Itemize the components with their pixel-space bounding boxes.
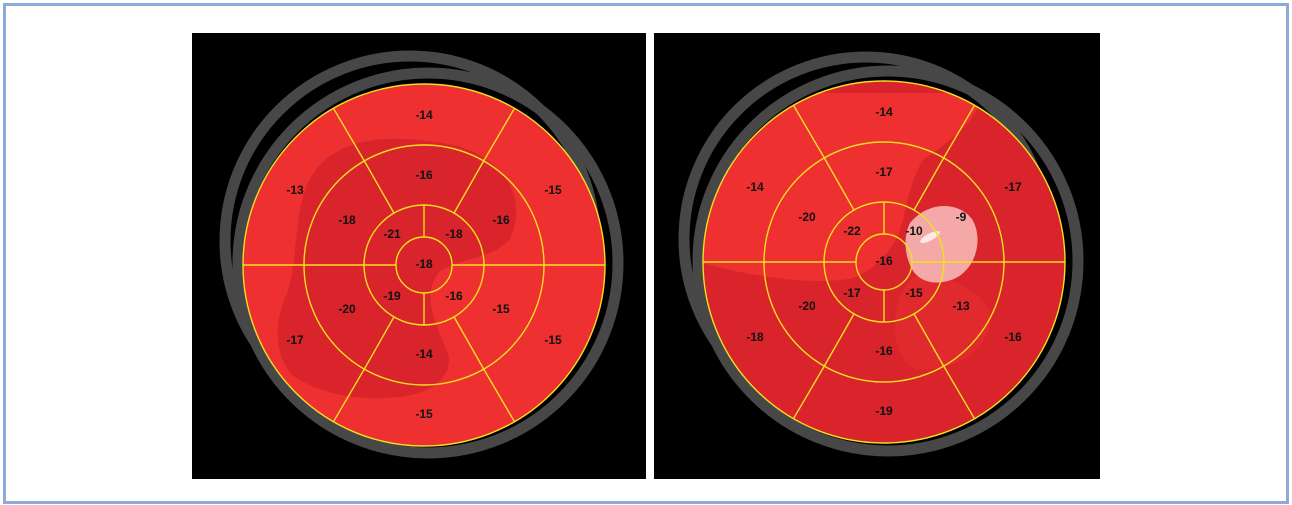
segment-value: -19	[875, 404, 893, 418]
left-panel: -14 -15 -15 -15 -17 -13 -16 -16 -15 -14 …	[192, 33, 646, 479]
basal-divider	[943, 366, 976, 420]
segment-value: -17	[843, 286, 861, 300]
segment-value: -16	[875, 254, 893, 268]
mid-divider	[913, 313, 945, 367]
strain-lighter-region	[703, 93, 984, 281]
basal-divider	[792, 104, 825, 158]
mid-divider	[363, 160, 395, 214]
outer-ring	[692, 65, 1084, 457]
segment-value: -18	[415, 257, 433, 271]
segment-value: -13	[286, 183, 304, 197]
segment-value: -20	[798, 299, 816, 313]
segment-value: -20	[798, 210, 816, 224]
segment-value: -17	[875, 165, 893, 179]
segment-value: -21	[383, 227, 401, 241]
segment-value: -14	[415, 108, 433, 122]
segment-lines	[242, 83, 606, 447]
basal-divider	[332, 369, 365, 423]
basal-divider	[483, 369, 516, 423]
mid-divider	[453, 160, 485, 214]
segment-value: -17	[1004, 180, 1022, 194]
segment-value: -18	[445, 227, 463, 241]
segment-value: -15	[415, 407, 433, 421]
segment-value: -17	[286, 333, 304, 347]
basal-divider	[792, 366, 825, 420]
right-bullseye-map: -14 -17 -16 -19 -18 -14 -17 -9 -13 -16 -…	[678, 51, 1084, 457]
segment-value: -16	[492, 213, 510, 227]
segment-value: -14	[746, 180, 764, 194]
segment-value: -16	[875, 344, 893, 358]
segment-value: -22	[843, 224, 861, 238]
left-bullseye-map: -14 -15 -15 -15 -17 -13 -16 -16 -15 -14 …	[219, 50, 624, 459]
segment-value: -19	[383, 289, 401, 303]
basal-divider	[332, 107, 365, 161]
segment-value: -14	[875, 105, 893, 119]
strain-lighter-region	[894, 276, 991, 370]
mid-divider	[363, 316, 395, 370]
segment-value: -16	[415, 168, 433, 182]
segment-value: -13	[952, 299, 970, 313]
segment-value: -16	[1004, 330, 1022, 344]
segment-value: -16	[445, 289, 463, 303]
segment-value: -18	[746, 330, 764, 344]
segment-value: -18	[338, 213, 356, 227]
segment-value: -15	[905, 286, 923, 300]
mid-divider	[823, 313, 855, 367]
mid-divider	[453, 316, 485, 370]
segment-lines	[702, 80, 1066, 444]
mid-divider	[913, 157, 945, 211]
basal-divider	[483, 107, 516, 161]
segment-value: -9	[956, 210, 967, 224]
segment-value: -14	[415, 347, 433, 361]
segment-value: -15	[544, 333, 562, 347]
segment-value: -15	[544, 183, 562, 197]
mid-divider	[823, 157, 855, 211]
segment-value: -15	[492, 302, 510, 316]
basal-divider	[943, 104, 976, 158]
outer-ring	[232, 67, 624, 459]
segment-value: -10	[905, 224, 923, 238]
strain-highlight	[920, 230, 940, 244]
segment-value: -20	[338, 302, 356, 316]
right-panel: -14 -17 -16 -19 -18 -14 -17 -9 -13 -16 -…	[654, 33, 1100, 479]
